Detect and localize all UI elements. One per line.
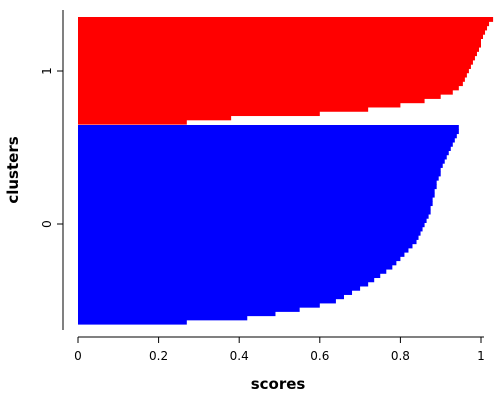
cluster-0-bar [78, 298, 336, 304]
y-axis-ticks: 01 [40, 67, 63, 228]
cluster-0-bar [78, 307, 300, 312]
cluster-1-bar [78, 102, 401, 108]
cluster-0-bar [78, 285, 361, 291]
cluster-1-bar [78, 76, 465, 82]
y-tick-label: 1 [40, 67, 54, 75]
x-tick-label: 0.6 [310, 349, 329, 363]
cluster-0-bar [78, 302, 320, 308]
cluster-0-bar [78, 319, 187, 325]
cluster-1-bar [78, 85, 459, 91]
cluster-0-bar [78, 230, 421, 236]
cluster-1-bar [78, 119, 187, 125]
cluster-1-bar [78, 72, 467, 78]
cluster-0-bar [78, 311, 276, 317]
cluster-0-bar [78, 290, 353, 295]
cluster-0-bar [78, 218, 427, 223]
cluster-0-bar [78, 256, 401, 262]
cluster-0-bar [78, 273, 381, 279]
cluster-0-bar [78, 268, 387, 274]
x-tick-label: 0.2 [149, 349, 168, 363]
x-tick-label: 1 [477, 349, 485, 363]
cluster-0-bar [78, 294, 344, 300]
cluster-1-bar [78, 115, 232, 121]
cluster-0-bar [78, 247, 409, 253]
cluster-1-bar [78, 64, 471, 69]
cluster-1-bar [78, 46, 479, 52]
cluster-0-bar [78, 222, 425, 228]
cluster-0-bar [78, 150, 449, 156]
cluster-0-bar [78, 243, 413, 249]
cluster-0-bar [78, 277, 375, 283]
cluster-1-bar [78, 106, 369, 112]
cluster-1-bar [78, 34, 484, 39]
cluster-1-bar [78, 81, 463, 87]
cluster-0-bar [78, 154, 447, 160]
cluster-1-bar [78, 55, 475, 61]
cluster-1-bar [78, 17, 494, 22]
y-axis-title: clusters [4, 136, 22, 203]
cluster-0-bar [78, 171, 441, 177]
cluster-0-bar [78, 209, 431, 215]
cluster-0-bar [78, 281, 369, 287]
cluster-0-bar [78, 239, 417, 245]
cluster-0-bar [78, 141, 453, 147]
cluster-0-bar [78, 129, 459, 135]
cluster-0-bar [78, 158, 445, 164]
cluster-0-bar [78, 167, 441, 173]
cluster-0-bars [78, 125, 459, 325]
cluster-1-bar [78, 111, 320, 117]
x-tick-label: 0.8 [391, 349, 410, 363]
x-axis-ticks: 0 0.2 0.4 0.6 0.8 1 [74, 337, 485, 363]
cluster-1-bar [78, 29, 486, 35]
cluster-0-bar [78, 175, 439, 181]
cluster-0-bar [78, 133, 457, 139]
cluster-0-bar [78, 163, 443, 168]
cluster-0-bar [78, 125, 459, 130]
cluster-1-bar [78, 21, 490, 27]
cluster-0-bar [78, 146, 451, 151]
cluster-0-bar [78, 188, 435, 194]
x-axis-title: scores [251, 375, 306, 393]
cluster-0-bar [78, 137, 455, 143]
cluster-0-bar [78, 226, 423, 232]
y-tick-label: 0 [40, 220, 54, 228]
cluster-0-bar [78, 196, 433, 202]
cluster-0-bar [78, 252, 405, 257]
cluster-0-bar [78, 180, 437, 185]
cluster-0-bar [78, 264, 393, 270]
cluster-1-bars [78, 17, 494, 125]
cluster-1-bar [78, 42, 481, 48]
cluster-1-bar [78, 38, 481, 44]
cluster-0-bar [78, 192, 435, 198]
cluster-0-bar [78, 184, 437, 190]
cluster-0-bar [78, 315, 248, 321]
cluster-1-bar [78, 59, 473, 65]
cluster-1-bar [78, 89, 453, 95]
cluster-1-bar [78, 98, 425, 104]
cluster-0-bar [78, 205, 431, 211]
cluster-1-bar [78, 51, 477, 57]
x-tick-label: 0.4 [230, 349, 249, 363]
cluster-1-bar [78, 68, 469, 74]
cluster-1-bar [78, 94, 441, 99]
cluster-0-bar [78, 201, 433, 207]
cluster-0-bar [78, 260, 397, 266]
x-tick-label: 0 [74, 349, 82, 363]
cluster-1-bar [78, 25, 488, 31]
cluster-0-bar [78, 213, 429, 219]
cluster-0-bar [78, 235, 419, 240]
